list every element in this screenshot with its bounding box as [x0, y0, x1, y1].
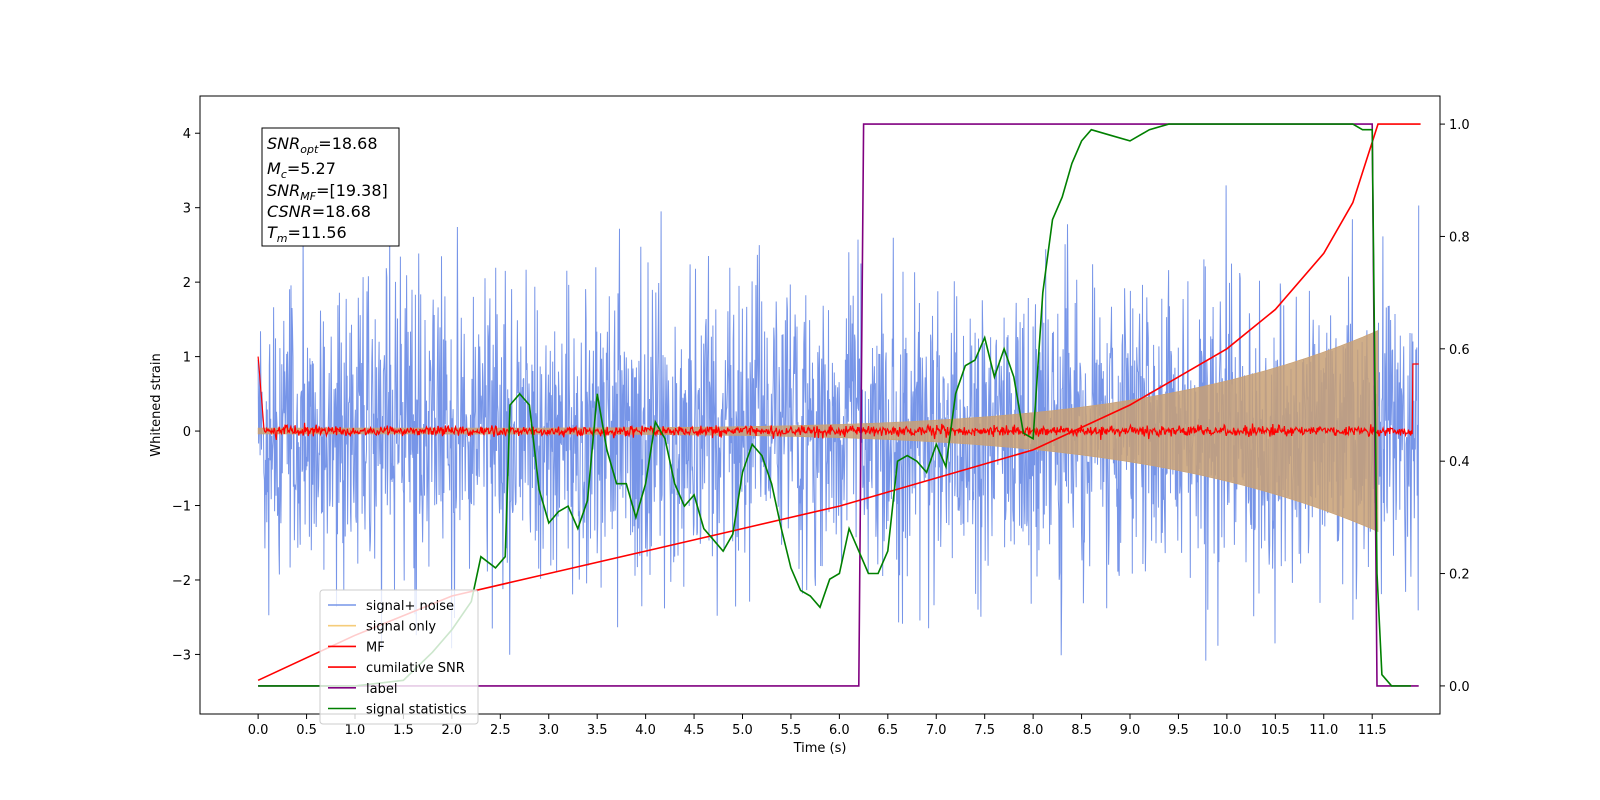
x-tick-label: 4.5 — [684, 723, 705, 738]
x-tick-label: 5.0 — [732, 723, 753, 738]
legend: signal+ noise signal only MF cumilative SNR… — [319, 589, 479, 725]
x-tick-label: 6.0 — [829, 723, 850, 738]
y-tick-label: −1 — [172, 500, 191, 515]
y2-tick-label: 0.2 — [1449, 568, 1470, 583]
y-axis-right: 0.0 0.2 0.4 0.6 0.8 1.0 — [1440, 118, 1470, 695]
y-tick-label: 3 — [183, 202, 191, 217]
x-tick-label: 6.5 — [877, 723, 898, 738]
legend-label: cumilative SNR — [366, 661, 465, 676]
series-signal-statistics — [258, 123, 1411, 687]
x-tick-label: 0.0 — [248, 723, 269, 738]
x-tick-label: 8.5 — [1071, 723, 1092, 738]
x-tick-label: 9.5 — [1168, 723, 1189, 738]
x-tick-label: 10.5 — [1261, 723, 1290, 738]
x-axis: 0.0 0.5 1.0 1.5 2.0 2.5 3.0 3.5 4.0 4.5 5.0 5.5 6.0 6… — [248, 714, 1387, 738]
x-tick-label: 1.5 — [393, 723, 414, 738]
x-tick-label: 5.5 — [781, 723, 802, 738]
x-tick-label: 1.0 — [345, 723, 366, 738]
legend-label: label — [366, 682, 397, 697]
x-axis-label: Time (s) — [793, 741, 847, 756]
y-tick-label: −2 — [172, 574, 191, 589]
x-tick-label: 8.0 — [1023, 723, 1044, 738]
info-snr-mf: SNRMF=[19.38] — [267, 181, 388, 203]
y2-tick-label: 0.6 — [1449, 343, 1470, 358]
y-axis-left: −3 −2 −1 0 1 2 3 4 — [172, 127, 200, 663]
y2-tick-label: 1.0 — [1449, 118, 1470, 133]
y-tick-label: 4 — [183, 127, 191, 142]
x-tick-label: 4.0 — [635, 723, 656, 738]
legend-label: signal+ noise — [366, 599, 454, 614]
series-label — [258, 123, 1419, 687]
y2-tick-label: 0.8 — [1449, 230, 1470, 245]
info-box-frame — [261, 127, 400, 247]
series-cumilative-snr — [257, 123, 1421, 682]
info-tm: Tm=11.56 — [267, 223, 347, 245]
x-tick-label: 0.5 — [296, 723, 317, 738]
info-box: SNRopt=18.68 Mc=5.27 SNRMF=[19.38] CSNR=… — [261, 127, 400, 247]
y2-tick-label: 0.0 — [1449, 680, 1470, 695]
x-tick-label: 3.5 — [587, 723, 608, 738]
y2-tick-label: 0.4 — [1449, 455, 1470, 470]
x-tick-label: 11.0 — [1309, 723, 1338, 738]
y-tick-label: 2 — [183, 276, 191, 291]
series-mf — [257, 356, 1419, 441]
y-tick-label: 1 — [183, 351, 191, 366]
info-snr-opt: SNRopt=18.68 — [267, 134, 378, 156]
x-tick-label: 7.5 — [974, 723, 995, 738]
legend-label: signal statistics — [366, 703, 467, 718]
x-tick-label: 7.0 — [926, 723, 947, 738]
y-axis-label: Whitened strain — [149, 353, 164, 456]
plot-frame — [199, 95, 1441, 715]
info-mc: Mc=5.27 — [267, 159, 336, 181]
x-tick-label: 3.0 — [538, 723, 559, 738]
x-tick-label: 10.0 — [1212, 723, 1241, 738]
legend-label: signal only — [366, 620, 436, 635]
x-tick-label: 11.5 — [1358, 723, 1387, 738]
x-tick-label: 2.5 — [490, 723, 511, 738]
y-tick-label: −3 — [172, 648, 191, 663]
x-tick-label: 2.0 — [442, 723, 463, 738]
x-tick-label: 9.0 — [1120, 723, 1141, 738]
info-csnr: CSNR=18.68 — [267, 202, 371, 221]
legend-label: MF — [366, 640, 385, 655]
legend-frame — [319, 589, 479, 725]
y-tick-label: 0 — [183, 425, 191, 440]
